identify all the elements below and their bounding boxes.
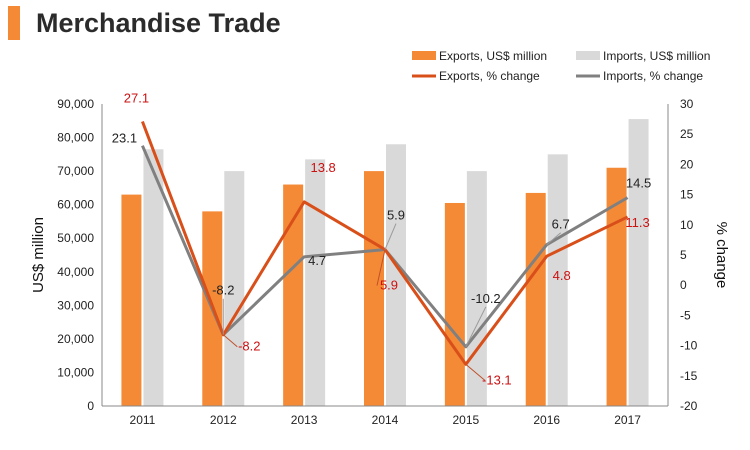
y2-tick-label: 20 [680,157,694,171]
exports-pct-data-label: 5.9 [380,278,398,293]
imports-bar [305,159,326,406]
y2-tick-label: 5 [680,248,687,262]
imports-pct-data-label: 5.9 [387,208,405,223]
imports-bar [547,154,568,406]
imports-label-leader [384,223,397,250]
imports-bar [224,171,245,406]
x-tick-label: 2015 [453,413,480,427]
imports-pct-data-label: -10.2 [471,291,501,306]
exports-pct-data-label: -8.2 [238,339,260,354]
x-tick-label: 2016 [533,413,560,427]
y2-tick-label: -5 [680,308,691,322]
imports-pct-data-label: 23.1 [112,131,137,146]
imports-label-leader [546,232,562,246]
legend-label: Imports, US$ million [603,49,710,63]
y2-tick-label: 25 [680,127,694,141]
imports-pct-data-label: 14.5 [626,176,651,191]
title-accent-bar [8,6,20,40]
imports-label-leader [465,306,487,348]
y2-axis-label: % change [713,222,730,289]
y2-tick-label: -20 [680,399,698,413]
x-tick-label: 2013 [291,413,318,427]
imports-bar [628,119,649,406]
y-tick-label: 10,000 [57,365,94,379]
imports-pct-data-label: -8.2 [212,283,234,298]
exports-label-leader [376,249,386,286]
imports-bar [143,149,164,407]
x-tick-label: 2011 [130,413,156,427]
exports-bar [283,184,304,406]
y-axis-label: US$ million [30,217,47,293]
y2-tick-label: -15 [680,369,698,383]
y-tick-label: 50,000 [57,231,94,245]
imports-bar [386,144,406,406]
y-tick-label: 70,000 [57,164,94,178]
imports-bar [466,171,487,406]
legend-label: Exports, US$ million [439,49,547,63]
exports-bar [121,194,142,406]
y2-tick-label: 30 [680,97,694,111]
exports-bar [606,167,627,406]
y2-tick-label: 15 [680,188,694,202]
y-tick-label: 30,000 [57,298,94,312]
y-tick-label: 40,000 [57,265,94,279]
y-tick-label: 20,000 [57,332,94,346]
y2-tick-label: 0 [680,278,687,292]
y-tick-label: 80,000 [57,131,94,145]
exports-pct-data-label: 13.8 [310,160,335,175]
y-tick-label: 90,000 [57,97,94,111]
legend-label: Exports, % change [439,69,540,83]
x-tick-label: 2012 [210,413,237,427]
x-tick-label: 2014 [372,413,399,427]
exports-pct-data-label: -13.1 [482,372,512,387]
y-tick-label: 60,000 [57,198,94,212]
exports-bar [364,171,384,406]
exports-pct-data-label: 4.8 [553,268,571,283]
x-tick-label: 2017 [614,413,641,427]
legend-swatch [412,51,436,60]
exports-label-leader [222,334,238,348]
y2-tick-label: -10 [680,339,698,353]
exports-pct-data-label: 11.3 [625,215,649,230]
exports-bar [444,202,465,406]
y2-tick-label: 10 [680,218,694,232]
imports-pct-data-label: 6.7 [552,217,570,232]
exports-pct-data-label: 27.1 [124,91,149,106]
exports-bar [525,192,546,406]
legend-swatch [576,51,600,60]
y-tick-label: 0 [87,399,94,413]
imports-pct-data-label: 4.7 [308,253,326,268]
page-title: Merchandise Trade [36,8,281,38]
exports-label-leader [465,363,486,381]
legend-label: Imports, % change [603,69,703,83]
